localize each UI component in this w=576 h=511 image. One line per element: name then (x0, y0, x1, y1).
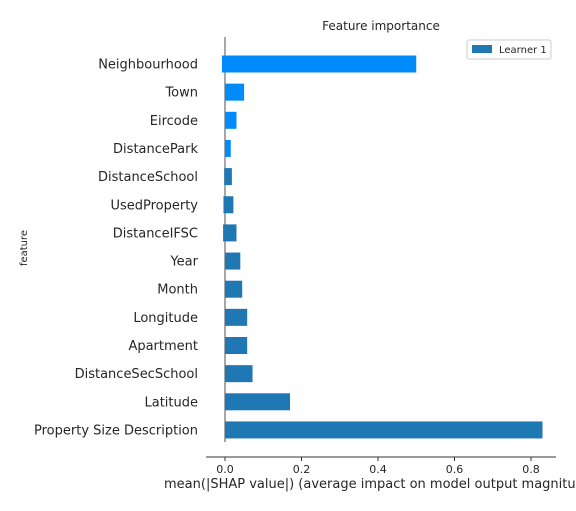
category-label: DistanceIFSC (113, 226, 198, 241)
category-label: Latitude (144, 395, 198, 410)
bar-month (225, 280, 243, 298)
bar-longitude (225, 308, 248, 326)
category-label: Apartment (128, 339, 198, 354)
bar-property-size-description (225, 421, 543, 439)
bars-group (221, 55, 543, 439)
bar-distancesecschool (225, 365, 253, 383)
x-tick-label: 0.8 (522, 463, 540, 476)
x-tick-label: 0.2 (293, 463, 311, 476)
bar-distancepark (225, 139, 231, 157)
bar-apartment (225, 337, 248, 354)
legend-swatch (472, 45, 492, 53)
category-label: UsedProperty (110, 198, 198, 213)
x-ticks: 0.0 0.2 0.4 0.6 0.8 (216, 457, 540, 476)
category-label: DistanceSchool (98, 170, 198, 185)
legend: Learner 1 (466, 39, 552, 60)
bar-distanceschool (224, 168, 232, 186)
category-label: Longitude (133, 311, 198, 326)
chart-title: Feature importance (322, 19, 440, 33)
legend-label: Learner 1 (499, 45, 547, 56)
y-axis-title: feature (19, 230, 30, 266)
category-label: Month (157, 283, 198, 298)
category-label: DistanceSecSchool (75, 367, 198, 382)
x-tick-label: 0.6 (446, 463, 464, 476)
x-axis-title: mean(|SHAP value|) (average impact on mo… (164, 477, 576, 492)
bar-eircode (225, 111, 237, 129)
bar-town (225, 83, 245, 101)
bar-neighbourhood (221, 55, 417, 73)
x-tick-label: 0.0 (216, 463, 234, 476)
bar-usedproperty (223, 196, 234, 214)
category-label: Neighbourhood (98, 58, 198, 73)
category-label: Property Size Description (34, 423, 198, 438)
bar-latitude (225, 393, 291, 411)
category-label: Year (169, 255, 198, 270)
category-labels: Neighbourhood Town Eircode DistancePark Dist… (34, 58, 199, 439)
category-label: DistancePark (113, 142, 198, 157)
bar-year (225, 252, 241, 270)
category-label: Town (164, 86, 198, 101)
x-tick-label: 0.4 (369, 463, 387, 476)
bar-distanceifsc (223, 224, 237, 242)
plot-area: Neighbourhood Town Eircode DistancePark Dist… (34, 37, 556, 476)
legend-box (466, 39, 552, 60)
category-label: Eircode (150, 114, 198, 129)
